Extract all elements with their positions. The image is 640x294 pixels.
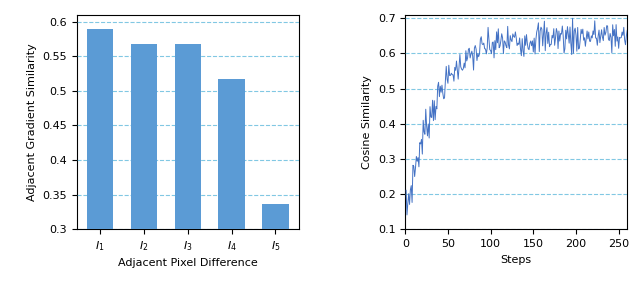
- Bar: [87, 29, 113, 294]
- X-axis label: Adjacent Pixel Difference: Adjacent Pixel Difference: [118, 258, 258, 268]
- Bar: [262, 204, 289, 294]
- Bar: [175, 44, 201, 294]
- X-axis label: Steps: Steps: [500, 255, 532, 265]
- Bar: [131, 44, 157, 294]
- Y-axis label: Adjacent Gradient Similarity: Adjacent Gradient Similarity: [27, 43, 36, 201]
- Bar: [218, 79, 244, 294]
- Y-axis label: Cosine Similarity: Cosine Similarity: [362, 75, 372, 169]
